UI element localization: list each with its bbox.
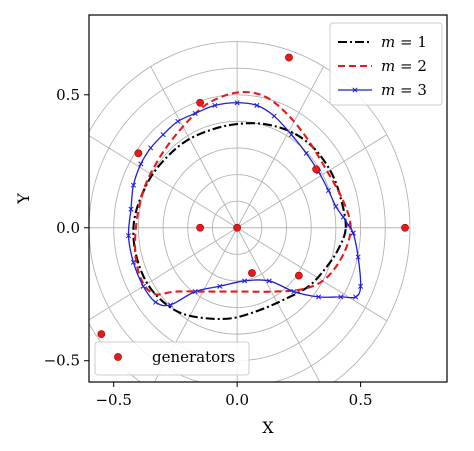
series-marker-m3 <box>333 203 339 210</box>
series-marker-m3 <box>350 230 356 236</box>
y-tick-label: −0.5 <box>44 352 80 370</box>
y-tick-label: 0.5 <box>56 86 80 104</box>
legend-label-m1: m = 1 <box>381 33 427 51</box>
x-tick-label: −0.5 <box>95 391 131 409</box>
legend-box <box>329 22 443 106</box>
generator-point <box>233 223 242 232</box>
series-marker-m3 <box>288 132 295 138</box>
legend-swatch-generators <box>114 353 122 361</box>
generator-point <box>285 53 293 62</box>
generator-point <box>248 269 256 277</box>
polar-grid-spoke <box>236 134 388 229</box>
series-marker-m3 <box>212 102 218 108</box>
polar-grid-spoke <box>150 66 238 228</box>
generator-point <box>97 330 106 339</box>
series-marker-m3 <box>234 100 240 106</box>
generator-point <box>401 223 409 232</box>
axis-ticks: −0.5 0.0 0.5 −0.5 0.0 0.5 <box>44 86 373 409</box>
series-marker-m3 <box>130 182 136 188</box>
legend-marker-m3 <box>352 87 358 93</box>
series-marker-m3 <box>355 254 361 260</box>
plot-area <box>89 41 411 382</box>
legend-label-generators: generators <box>152 348 235 366</box>
series-marker-m3 <box>291 289 297 295</box>
series-marker-m3 <box>128 206 134 212</box>
series-marker-m3 <box>358 283 364 289</box>
x-tick-label: 0.0 <box>225 391 249 409</box>
series-marker-m3 <box>303 150 309 156</box>
generator-point <box>196 98 205 107</box>
generator-point <box>294 271 303 280</box>
polar-grid-spoke <box>236 66 324 228</box>
series-marker-m3 <box>340 214 346 220</box>
series-marker-m3 <box>266 278 272 284</box>
series-marker-m3 <box>325 187 332 194</box>
series-marker-m3 <box>148 145 154 151</box>
legend-label-m3: m = 3 <box>381 81 427 99</box>
series-marker-m3 <box>192 289 198 295</box>
series-marker-m3 <box>192 110 198 116</box>
polar-grid-spoke <box>89 227 238 321</box>
series-marker-m3 <box>153 299 159 305</box>
polar-grid-spoke <box>89 135 238 229</box>
series-marker-m3 <box>130 259 136 265</box>
series-marker-m3 <box>271 113 277 119</box>
series-marker-m3 <box>167 302 174 308</box>
polar-grid-spoke <box>236 227 321 382</box>
legend-label-m2: m = 2 <box>381 57 427 75</box>
polar-grid-spoke <box>236 227 388 322</box>
plot-frame <box>88 14 448 383</box>
series-line-m2 <box>133 90 352 296</box>
series-marker-m3 <box>254 102 260 108</box>
series-marker-m3 <box>353 294 359 300</box>
x-tick-label: 0.5 <box>349 391 373 409</box>
y-axis-label: Y <box>14 193 33 205</box>
series-marker-m3 <box>140 283 146 289</box>
y-tick-label: 0.0 <box>56 219 80 237</box>
series-marker-m3 <box>316 294 322 300</box>
legend-series: m = 1 m = 2 m = 3 <box>329 22 443 106</box>
series-marker-m3 <box>138 161 144 167</box>
series-marker-m3 <box>338 294 344 300</box>
series-marker-m3 <box>217 283 223 289</box>
generator-point <box>196 223 205 232</box>
legend-box <box>94 341 250 376</box>
series-marker-m3 <box>241 278 248 284</box>
series-marker-m3 <box>125 233 132 239</box>
series-marker-m3 <box>175 118 181 124</box>
generator-point <box>134 149 143 158</box>
generator-point <box>312 165 321 174</box>
x-axis-label: X <box>262 418 274 437</box>
series-line-m1 <box>132 122 347 321</box>
series-marker-m3 <box>345 222 351 228</box>
series-marker-m3 <box>160 132 166 138</box>
legend-generators: generators <box>94 341 250 376</box>
